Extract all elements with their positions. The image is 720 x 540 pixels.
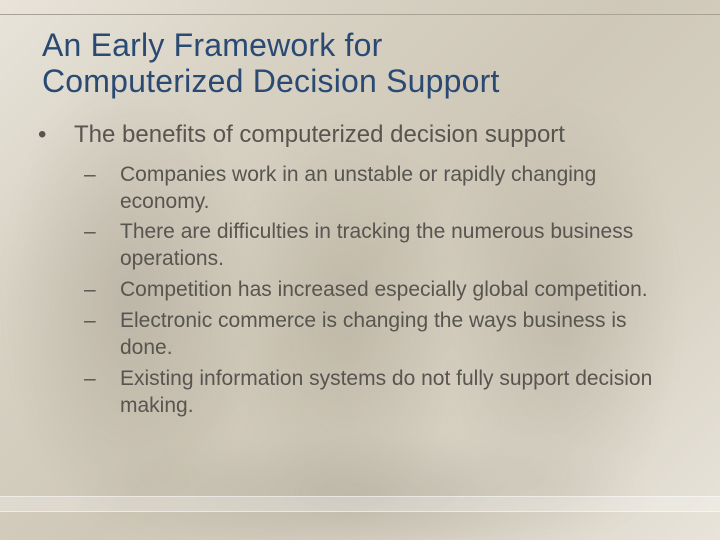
sub-bullet-text: Companies work in an unstable or rapidly… (120, 163, 596, 213)
dash-icon: – (102, 219, 120, 246)
slide-content: An Early Framework for Computerized Deci… (0, 0, 720, 540)
sub-bullet-list: –Companies work in an unstable or rapidl… (102, 162, 678, 420)
bullet-level1: •The benefits of computerized decision s… (56, 120, 678, 150)
title-line-2: Computerized Decision Support (42, 63, 500, 99)
sub-bullet-item: –There are difficulties in tracking the … (102, 219, 678, 273)
sub-bullet-text: Competition has increased especially glo… (120, 278, 648, 301)
bullet-marker: • (56, 120, 74, 150)
slide-title: An Early Framework for Computerized Deci… (42, 28, 678, 100)
sub-bullet-text: Electronic commerce is changing the ways… (120, 309, 627, 359)
dash-icon: – (102, 366, 120, 393)
bullet-text: The benefits of computerized decision su… (74, 121, 565, 148)
sub-bullet-item: –Competition has increased especially gl… (102, 277, 678, 304)
sub-bullet-text: There are difficulties in tracking the n… (120, 220, 633, 270)
sub-bullet-text: Existing information systems do not full… (120, 367, 652, 417)
dash-icon: – (102, 277, 120, 304)
sub-bullet-item: –Electronic commerce is changing the way… (102, 308, 678, 362)
dash-icon: – (102, 308, 120, 335)
sub-bullet-item: –Existing information systems do not ful… (102, 366, 678, 420)
sub-bullet-item: –Companies work in an unstable or rapidl… (102, 162, 678, 216)
dash-icon: – (102, 162, 120, 189)
title-line-1: An Early Framework for (42, 27, 382, 63)
